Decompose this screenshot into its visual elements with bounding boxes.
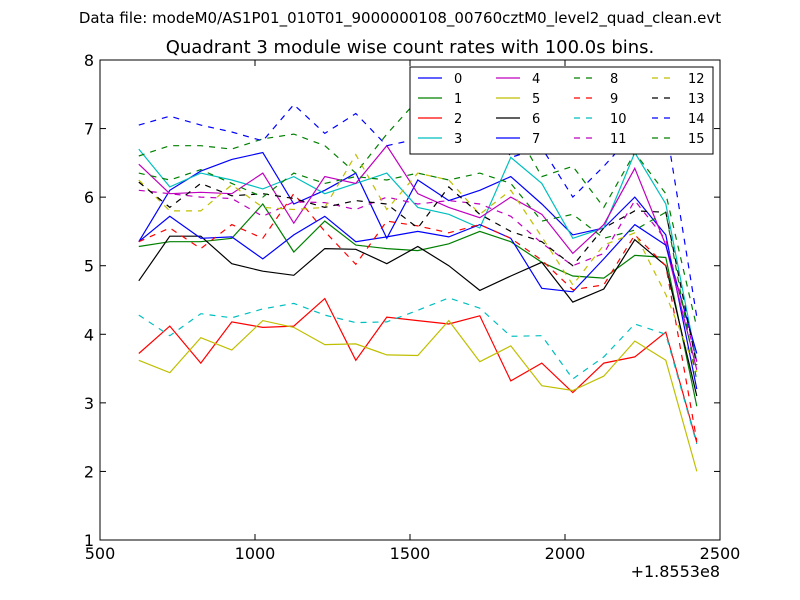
legend-label-13: 13 [688,92,705,107]
y-tick-label: 1 [84,531,94,550]
legend-label-10: 10 [610,112,627,127]
legend-label-6: 6 [532,112,540,127]
legend-label-1: 1 [454,92,462,107]
y-tick-label: 5 [84,257,94,276]
series-line-12 [138,153,698,373]
series-line-14 [138,90,698,318]
series-line-15 [138,169,698,382]
legend-label-9: 9 [610,92,618,107]
chart-title: Quadrant 3 module wise count rates with … [166,37,655,58]
y-tick-label: 2 [84,462,94,481]
x-tick-label: 2000 [545,544,586,563]
y-tick-label: 3 [84,394,94,413]
series-line-11 [138,189,698,362]
legend-label-15: 15 [688,132,705,147]
series-line-5 [138,319,698,472]
series-line-1 [138,203,698,407]
legend-label-3: 3 [454,132,462,147]
legend-label-0: 0 [454,72,462,87]
x-offset-label: +1.8553e8 [631,562,720,581]
legend-label-14: 14 [688,112,705,127]
series-line-13 [138,181,698,366]
legend-label-8: 8 [610,72,618,87]
x-tick-label: 500 [85,544,116,563]
legend-label-5: 5 [532,92,540,107]
legend-label-11: 11 [610,132,627,147]
series-line-9 [138,192,698,441]
y-tick-label: 8 [84,51,94,70]
series-line-3 [138,148,698,362]
y-tick-label: 4 [84,325,94,344]
series-line-4 [138,144,698,371]
y-tick-label: 7 [84,120,94,139]
legend-label-4: 4 [532,72,540,87]
legend-label-7: 7 [532,132,540,147]
legend-label-12: 12 [688,72,705,87]
series-line-7 [138,215,698,354]
x-tick-label: 1000 [235,544,276,563]
x-tick-label: 1500 [390,544,431,563]
series-line-2 [138,297,698,443]
figure-suptitle: Data file: modeM0/AS1P01_010T01_90000001… [79,9,721,28]
x-tick-label: 2500 [700,544,741,563]
series-line-6 [138,235,698,397]
y-tick-label: 6 [84,188,94,207]
legend-box [409,66,714,155]
legend-label-2: 2 [454,112,462,127]
series-line-10 [138,297,698,445]
